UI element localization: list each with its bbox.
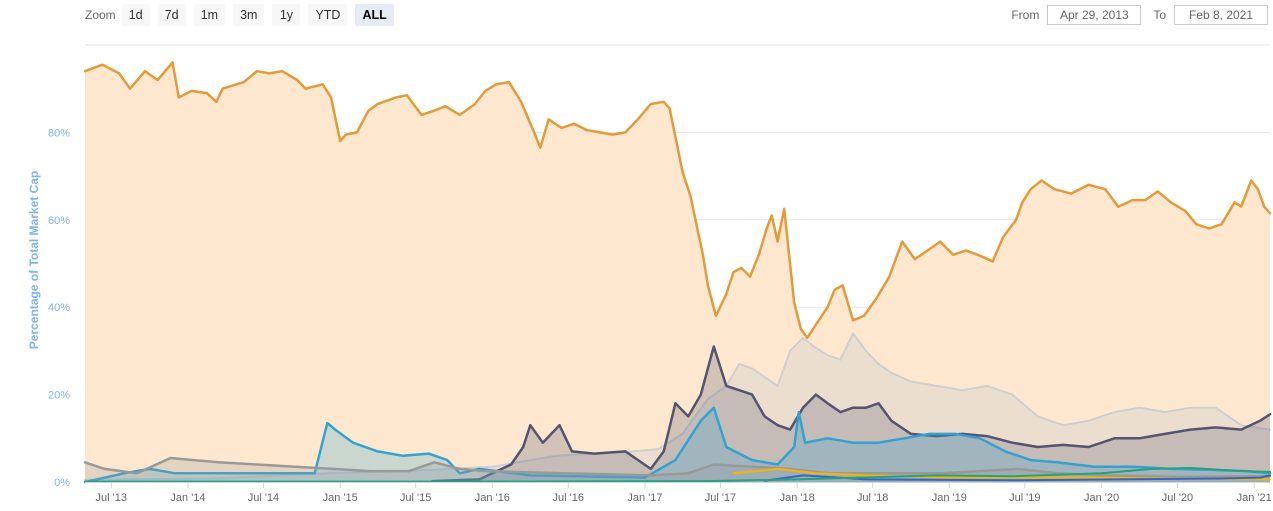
series-litecoin-line [83,456,1272,479]
y-axis-title: Percentage of Total Market Cap [27,170,41,350]
x-tick-label: Jan '20 [1084,492,1119,504]
from-date-input[interactable] [1047,5,1142,25]
x-tick-label: Jan '15 [323,492,358,504]
to-label: To [1153,8,1166,22]
zoom-all-button[interactable]: ALL [355,4,394,26]
date-range: From To [999,4,1268,26]
series-others-area [85,333,1270,482]
series-xrp-area [85,407,1270,482]
zoom-label: Zoom [85,8,116,22]
x-tick-label: Jul '19 [1009,492,1040,504]
y-tick-label: 0% [54,477,70,489]
series-ethereum-line [431,345,1272,483]
zoom-3m-button[interactable]: 3m [233,4,265,26]
x-tick-label: Jan '16 [475,492,510,504]
series-bitcoin-line [83,61,1272,340]
series-xrp-line [83,406,1272,484]
y-axis: 0% 20% 40% 60% 80% [48,127,70,489]
zoom-1m-button[interactable]: 1m [193,4,226,26]
y-tick-label: 60% [48,215,70,227]
x-tick-label: Jan '19 [932,492,967,504]
x-tick-label: Jan '18 [780,492,815,504]
x-tick-label: Jan '14 [170,492,205,504]
series-bitcoin-area [85,62,1270,482]
x-tick-label: Jul '17 [705,492,736,504]
series-others-line [84,332,1271,481]
x-tick-label: Jan '21 [1237,492,1272,504]
x-tick-label: Jul '15 [400,492,431,504]
y-tick-label: 40% [48,302,70,314]
zoom-1d-button[interactable]: 1d [121,4,150,26]
zoom-1y-button[interactable]: 1y [272,4,301,26]
x-tick-label: Jul '13 [96,492,127,504]
series-tether-line [84,467,1271,483]
range-selector: Zoom 1d 7d 1m 3m 1y YTD ALL [85,4,402,26]
y-tick-label: 20% [48,390,70,402]
series-ethereum-area [432,346,1270,482]
x-tick-label: Jul '20 [1162,492,1193,504]
to-date-input[interactable] [1174,5,1268,25]
x-tick-label: Jan '17 [627,492,662,504]
from-label: From [1011,8,1040,22]
zoom-ytd-button[interactable]: YTD [308,4,348,26]
x-tick-label: Jul '16 [553,492,584,504]
y-tick-label: 80% [48,127,70,139]
x-tick-label: Jul '18 [857,492,888,504]
x-tick-label: Jul '14 [248,492,279,504]
x-axis: Jul '13 Jan '14 Jul '14 Jan '15 Jul '15 Jan '… [96,482,1272,504]
zoom-7d-button[interactable]: 7d [157,4,186,26]
series-cardano-line [763,474,1271,482]
series-layer [83,61,1272,484]
